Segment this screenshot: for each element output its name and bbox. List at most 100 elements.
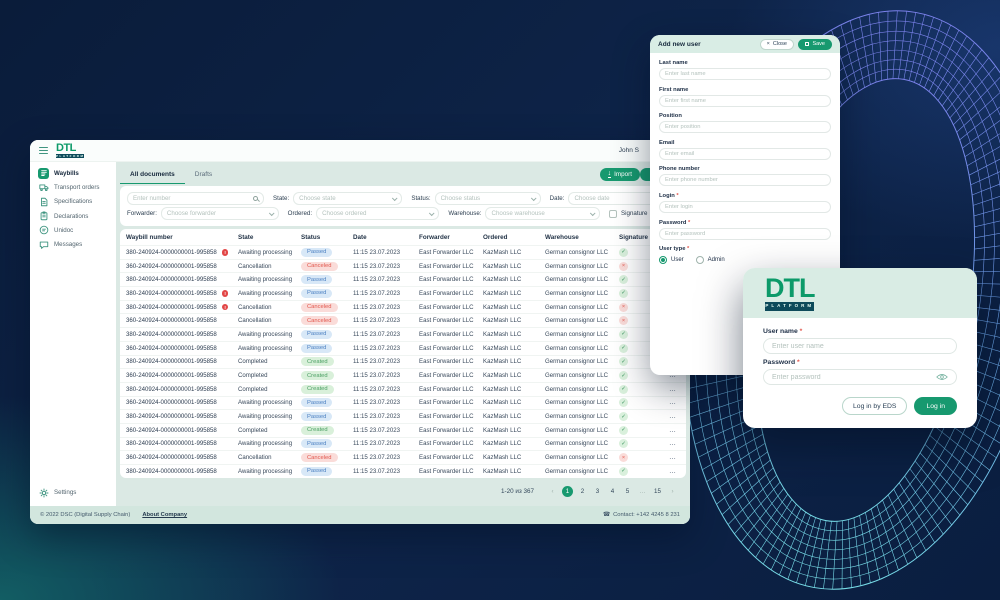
page-button[interactable]: 1 (562, 485, 573, 497)
user-name[interactable]: John S (618, 147, 639, 154)
table-row[interactable]: 360-240924-0000000001-995858 ! Awaiting … (120, 395, 686, 410)
warehouse-cell: German consignor LLC (545, 289, 608, 297)
row-menu-button[interactable]: … (669, 467, 677, 475)
table-row[interactable]: 380-240924-0000000001-995858 ! Completed… (120, 354, 686, 369)
signature-status-icon: ✓ (619, 343, 628, 353)
filter-select[interactable] (434, 192, 541, 205)
waybill-number: 380-240924-0000000001-995858 (126, 467, 217, 475)
state-cell: Cancellation (238, 303, 272, 311)
sidebar-item[interactable]: Messages (30, 237, 116, 251)
table-row[interactable]: 360-240924-0000000001-995858 ! Cancellat… (120, 450, 686, 464)
table-row[interactable]: 380-240924-0000000001-995858 ! Awaiting … (120, 436, 686, 451)
table-row[interactable]: 380-240924-0000000001-995858 ! Awaiting … (120, 464, 686, 478)
row-menu-button[interactable]: … (669, 372, 677, 380)
field-input[interactable] (665, 203, 825, 210)
page-button[interactable]: 3 (595, 487, 600, 495)
signature-checkbox[interactable]: Signature (609, 209, 679, 218)
table-row[interactable]: 380-240924-0000000001-995858 ! Awaiting … (120, 245, 686, 259)
password-input[interactable] (772, 373, 936, 381)
sidebar-item-settings[interactable]: Settings (30, 486, 116, 500)
forwarder-cell: East Forwarder LLC (419, 317, 474, 325)
page-button[interactable]: 2 (580, 487, 585, 495)
row-menu-button[interactable]: … (669, 440, 677, 448)
row-menu-button[interactable]: … (669, 413, 677, 421)
field-input[interactable] (665, 177, 825, 184)
forwarder-cell: East Forwarder LLC (419, 276, 474, 284)
table-row[interactable]: 380-240924-0000000001-995858 ! Completed… (120, 381, 686, 396)
ordered-cell: KazMash LLC (483, 289, 522, 297)
row-menu-button[interactable]: … (669, 426, 677, 434)
field-input[interactable] (665, 124, 825, 131)
copyright-text: © 2022 DSC (Digital Supply Chain) (40, 512, 131, 518)
status-badge: Passed (301, 398, 333, 408)
sidebar-item[interactable]: Specifications (30, 195, 116, 209)
field-label: Email (659, 139, 675, 146)
user-type-radio[interactable]: User (659, 256, 684, 265)
table-row[interactable]: 380-240924-0000000001-995858 ! Awaiting … (120, 327, 686, 341)
waybill-number: 380-240924-0000000001-995858 (126, 385, 217, 393)
about-company-link[interactable]: About Company (142, 512, 188, 518)
import-button[interactable]: ↓ Import (599, 168, 640, 181)
login-by-eds-button[interactable]: Log in by EDS (842, 397, 908, 415)
eye-icon[interactable] (936, 373, 948, 381)
state-cell: Completed (238, 372, 268, 380)
app-footer: © 2022 DSC (Digital Supply Chain) About … (30, 506, 690, 524)
row-menu-button[interactable]: … (669, 385, 677, 393)
close-button[interactable]: × Close (759, 38, 794, 50)
document-tab[interactable]: All documents (120, 167, 185, 184)
table-row[interactable]: 380-240924-0000000001-995858 ! Cancellat… (120, 299, 686, 314)
page-button[interactable]: … (639, 487, 646, 495)
warehouse-cell: German consignor LLC (545, 426, 608, 434)
waybill-number: 360-240924-0000000001-995858 (126, 399, 217, 407)
table-row[interactable]: 360-240924-0000000001-995858 ! Cancellat… (120, 258, 686, 273)
state-cell: Awaiting processing (238, 467, 293, 475)
filter-select[interactable] (160, 207, 279, 220)
field-input[interactable] (665, 230, 825, 237)
filter-select[interactable] (316, 207, 440, 220)
search-number-field[interactable] (127, 192, 264, 205)
table-row[interactable]: 360-240924-0000000001-995858 ! Cancellat… (120, 313, 686, 327)
table-body: 380-240924-0000000001-995858 ! Awaiting … (120, 245, 686, 478)
username-input[interactable] (772, 342, 948, 350)
logo-text: DTL (56, 142, 76, 154)
search-input[interactable] (133, 195, 253, 202)
login-button[interactable]: Log in (914, 397, 957, 415)
page-button[interactable]: ‹ (551, 487, 554, 495)
sidebar-nav: Waybills Transport orders Specifications (30, 166, 116, 252)
sidebar-item[interactable]: Declarations (30, 209, 116, 223)
page-button[interactable]: › (671, 487, 674, 495)
filter-label: Ordered: (287, 210, 313, 217)
save-button[interactable]: Save (797, 38, 832, 50)
phone-icon: ☎ (602, 512, 611, 518)
page-button[interactable]: 5 (625, 487, 630, 495)
table-row[interactable]: 380-240924-0000000001-995858 ! Awaiting … (120, 286, 686, 300)
table-row[interactable]: 360-240924-0000000001-995858 ! Awaiting … (120, 340, 686, 355)
page-button[interactable]: 4 (610, 487, 615, 495)
hamburger-menu-icon[interactable] (39, 147, 48, 154)
password-field[interactable] (763, 369, 957, 385)
sidebar-item[interactable]: Transport orders (30, 180, 116, 194)
waybill-number: 380-240924-0000000001-995858 (126, 276, 217, 284)
sidebar-item[interactable]: Unidoc (30, 223, 116, 237)
username-label: User name (763, 328, 798, 335)
field-input[interactable] (665, 97, 825, 104)
table-row[interactable]: 380-240924-0000000001-995858 ! Awaiting … (120, 409, 686, 423)
contact-text: Contact: +142 4245 8 231 (613, 512, 680, 518)
field-input[interactable] (665, 71, 825, 77)
table-row[interactable]: 380-240924-0000000001-995858 ! Awaiting … (120, 272, 686, 286)
row-menu-button[interactable]: … (669, 399, 677, 407)
forwarder-cell: East Forwarder LLC (419, 372, 474, 380)
table-row[interactable]: 360-240924-0000000001-995858 ! Completed… (120, 368, 686, 382)
filter-select[interactable] (485, 207, 601, 220)
filter-dropdown-icon (589, 209, 596, 216)
page-button[interactable]: 15 (654, 487, 661, 495)
filter-dropdown-icon (268, 209, 275, 216)
user-type-radio[interactable]: Admin (695, 256, 725, 265)
row-menu-button[interactable]: … (669, 454, 677, 462)
sidebar-item[interactable]: Waybills (30, 166, 116, 180)
username-field[interactable] (763, 338, 957, 354)
table-row[interactable]: 360-240924-0000000001-995858 ! Completed… (120, 422, 686, 437)
field-input[interactable] (665, 150, 825, 157)
filter-select[interactable] (293, 192, 403, 205)
document-tab[interactable]: Drafts (194, 171, 213, 178)
